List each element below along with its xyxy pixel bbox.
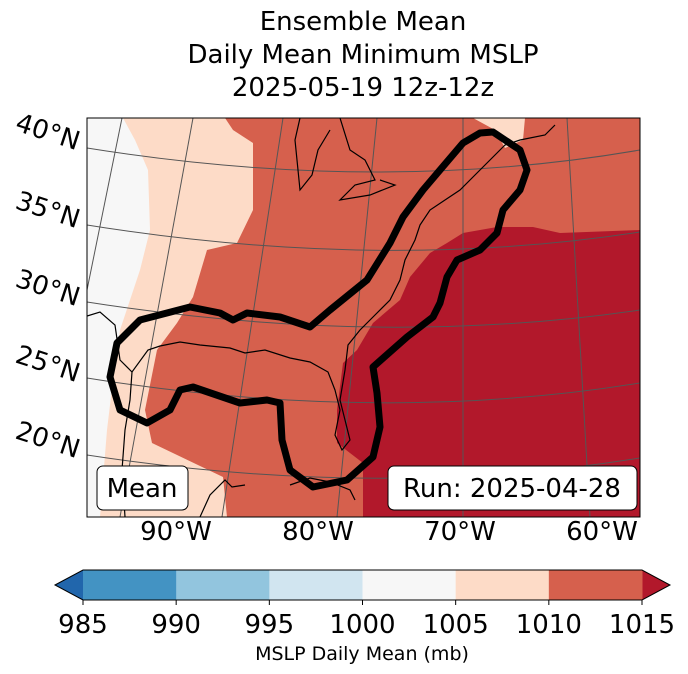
colorbar-label: MSLP Daily Mean (mb)	[255, 643, 469, 665]
parallel-25n	[87, 377, 640, 404]
lat-label-20n: 20°N	[12, 416, 84, 465]
colorbar-extend-under	[55, 570, 83, 600]
lon-label-60w: 60°W	[566, 517, 638, 547]
colorbar-tick-label: 990	[151, 610, 201, 640]
colorbar-segment	[362, 570, 457, 600]
mean-label-box: Mean	[96, 465, 189, 511]
lat-label-30n: 30°N	[12, 264, 84, 313]
title-line-3: 2025-05-19 12z-12z	[231, 73, 495, 103]
colorbar-tick-label: 1000	[329, 610, 395, 640]
colorbar-tick-label: 995	[245, 610, 295, 640]
lat-labels: 40°N 35°N 30°N 25°N 20°N	[12, 108, 84, 465]
map-area	[87, 118, 640, 517]
colorbar-tick-label: 1005	[423, 610, 489, 640]
meridian-60w	[566, 118, 591, 517]
lon-labels: 90°W 80°W 70°W 60°W	[140, 517, 638, 547]
run-label: Run: 2025-04-28	[403, 474, 621, 504]
field-1000-1005	[87, 118, 150, 517]
colorbar-extend-over	[642, 570, 670, 600]
colorbar-segment	[548, 570, 643, 600]
lat-label-40n: 40°N	[12, 108, 84, 157]
run-label-box: Run: 2025-04-28	[387, 465, 638, 511]
field-over-1015	[337, 227, 640, 517]
meridian-80w	[336, 118, 378, 517]
colorbar: 985 990 995 1000 1005 1010 1015	[53, 569, 675, 640]
colorbar-segment	[455, 570, 550, 600]
meridian-95w	[87, 118, 123, 291]
lon-label-70w: 70°W	[424, 517, 496, 547]
mean-label: Mean	[107, 474, 178, 504]
colorbar-segment	[269, 570, 363, 600]
meridian-85w	[221, 118, 284, 517]
lon-label-80w: 80°W	[282, 517, 354, 547]
colorbar-segment	[176, 570, 270, 600]
lat-label-35n: 35°N	[12, 186, 84, 235]
map-frame	[86, 117, 641, 518]
title-line-1: Ensemble Mean	[259, 7, 467, 37]
parallel-35n	[87, 224, 640, 251]
mslp-contour	[106, 128, 531, 491]
colorbar-tick-label: 1010	[516, 610, 582, 640]
title-line-2: Daily Mean Minimum MSLP	[187, 40, 539, 70]
lat-label-25n: 25°N	[12, 340, 84, 389]
lon-label-90w: 90°W	[140, 517, 212, 547]
colorbar-tick-label: 985	[58, 610, 108, 640]
colorbar-segment	[83, 570, 177, 600]
colorbar-tick-label: 1015	[609, 610, 675, 640]
